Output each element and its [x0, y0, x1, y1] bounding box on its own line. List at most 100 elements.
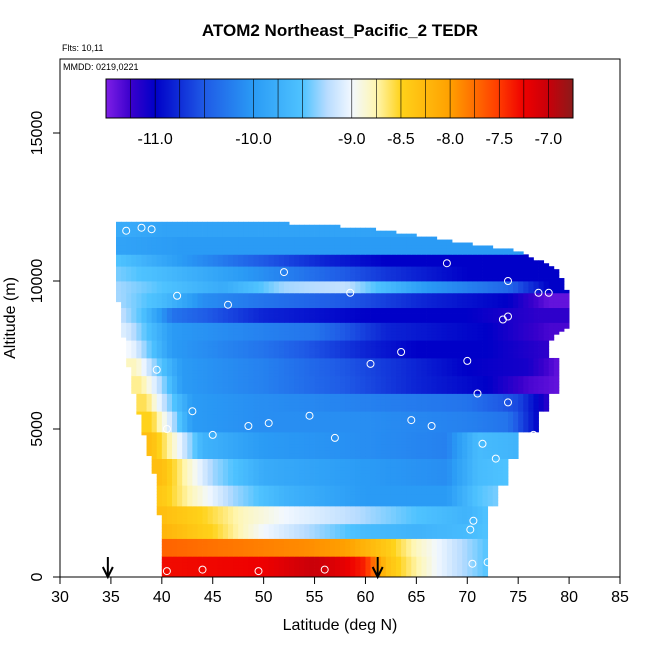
field-cell: [156, 396, 163, 400]
field-cell: [263, 503, 270, 507]
field-cell: [222, 511, 229, 516]
field-cell: [212, 473, 219, 477]
field-cell: [309, 485, 315, 489]
field-cell: [385, 372, 392, 377]
field-cell: [431, 497, 438, 501]
field-cell: [350, 458, 356, 462]
field-cell: [390, 508, 397, 513]
field-cell: [380, 547, 387, 551]
field-cell: [467, 485, 473, 489]
field-cell: [172, 443, 178, 448]
field-cell: [329, 446, 336, 451]
field-cell: [228, 532, 234, 536]
field-cell: [416, 420, 422, 424]
field-cell: [258, 375, 265, 380]
field-cell: [156, 372, 163, 377]
field-cell: [457, 497, 463, 501]
field-cell: [207, 488, 214, 492]
field-cell: [350, 461, 356, 465]
field-cell: [197, 461, 203, 465]
field-cell: [329, 384, 336, 388]
field-cell: [304, 523, 310, 528]
field-cell: [467, 408, 473, 412]
field-cell: [477, 550, 483, 554]
field-cell: [426, 497, 433, 501]
field-cell: [151, 414, 158, 418]
field-cell: [309, 562, 315, 566]
field-cell: [207, 494, 214, 498]
field-cell: [217, 485, 224, 489]
field-cell: [401, 535, 407, 539]
field-cell: [538, 378, 545, 383]
field-cell: [380, 429, 387, 433]
field-cell: [355, 476, 361, 480]
field-cell: [156, 434, 163, 439]
field-cell: [309, 426, 315, 430]
field-cell: [345, 464, 351, 468]
field-cell: [253, 446, 259, 451]
field-cell: [294, 431, 300, 436]
field-cell: [299, 476, 305, 480]
field-cell: [314, 449, 321, 454]
field-cell: [263, 384, 270, 388]
field-cell: [222, 553, 229, 557]
field-cell: [518, 396, 524, 400]
field-cell: [156, 426, 163, 430]
field-cell: [202, 544, 209, 548]
field-cell: [385, 556, 392, 560]
field-cell: [212, 440, 219, 445]
field-cell: [228, 565, 234, 569]
field-cell: [263, 449, 270, 454]
field-cell: [467, 503, 473, 507]
field-cell: [182, 452, 188, 457]
field-cell: [426, 574, 433, 577]
field-cell: [304, 553, 310, 557]
field-cell: [345, 390, 351, 394]
field-cell: [243, 529, 249, 533]
field-cell: [197, 387, 203, 391]
field-cell: [258, 384, 265, 388]
field-cell: [243, 411, 249, 415]
field-cell: [411, 372, 417, 377]
field-cell: [360, 437, 366, 442]
field-cell: [467, 393, 473, 397]
field-cell: [538, 381, 545, 385]
field-cell: [284, 384, 290, 388]
field-cell: [502, 405, 509, 409]
field-cell: [457, 464, 463, 468]
field-cell: [166, 544, 173, 548]
field-cell: [172, 550, 178, 554]
field-cell: [248, 408, 254, 412]
field-cell: [177, 494, 183, 498]
field-cell: [182, 384, 188, 388]
field-cell: [355, 464, 361, 468]
field-cell: [340, 414, 346, 418]
field-cell: [309, 434, 315, 439]
field-cell: [329, 449, 336, 454]
field-cell: [182, 568, 188, 572]
field-cell: [334, 393, 341, 397]
field-cell: [401, 384, 407, 388]
field-cell: [492, 429, 499, 433]
field-cell: [248, 384, 254, 388]
field-cell: [166, 494, 173, 498]
field-cell: [161, 402, 168, 406]
field-cell: [248, 417, 254, 421]
field-cell: [431, 443, 438, 448]
field-cell: [401, 565, 407, 569]
field-cell: [340, 393, 346, 397]
field-cell: [406, 508, 412, 513]
field-cell: [441, 434, 448, 439]
field-cell: [360, 417, 366, 421]
field-cell: [278, 455, 285, 459]
field-cell: [284, 440, 290, 445]
field-cell: [365, 434, 371, 439]
field-cell: [222, 503, 229, 507]
field-cell: [543, 393, 550, 397]
field-cell: [324, 393, 331, 397]
field-cell: [258, 446, 265, 451]
field-cell: [182, 449, 188, 454]
field-cell: [467, 511, 473, 516]
field-cell: [197, 440, 203, 445]
field-cell: [161, 458, 168, 462]
